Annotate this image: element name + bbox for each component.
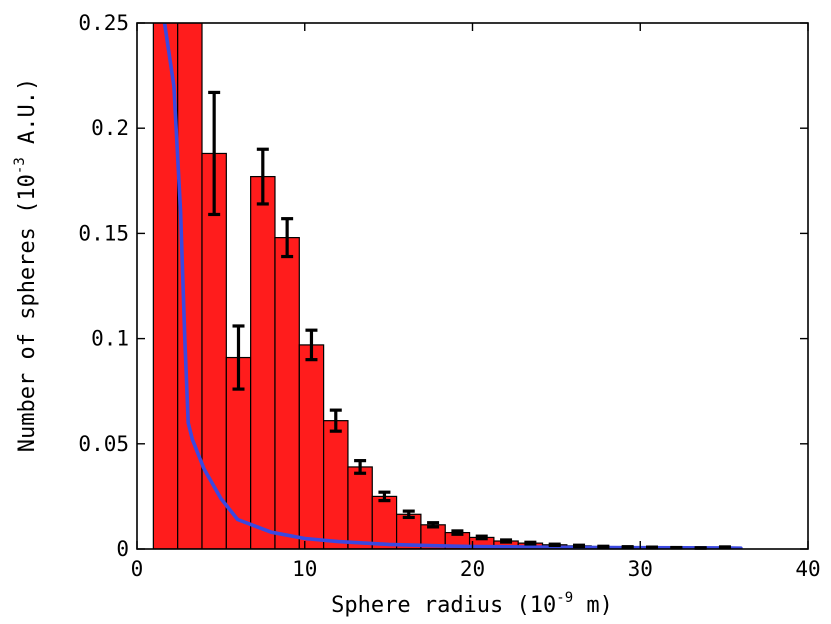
error-bar-12 xyxy=(427,521,440,529)
histogram-bar-7 xyxy=(298,344,325,549)
error-bar-24 xyxy=(718,545,731,550)
x-tick-label-0: 0 xyxy=(131,557,144,581)
error-bar-10 xyxy=(378,490,391,503)
x-tick-label-4: 40 xyxy=(795,557,820,581)
x-axis-label-main: Sphere radius (10 xyxy=(331,593,556,618)
error-bar-11 xyxy=(402,509,415,520)
error-bar-9 xyxy=(354,459,367,475)
y-tick-label-2: 0.1 xyxy=(91,327,129,351)
error-bar-4 xyxy=(232,324,245,391)
error-bar-6 xyxy=(281,217,294,259)
error-bars-group xyxy=(208,90,731,550)
y-axis-label-exponent: -3 xyxy=(12,157,28,174)
error-bar-8 xyxy=(329,408,342,433)
histogram-bar-8 xyxy=(323,420,349,549)
y-axis-label-tail: A.U.) xyxy=(15,78,40,157)
error-bar-14 xyxy=(475,534,488,541)
error-bar-13 xyxy=(451,529,464,536)
x-tick-label-1: 10 xyxy=(292,557,317,581)
ticks-group: 0 10 20 30 40 0 0.05 0.1 0.15 0.2 0.25 xyxy=(78,11,820,581)
y-tick-label-4: 0.2 xyxy=(91,116,129,140)
histogram-bar-5 xyxy=(250,175,276,549)
x-axis-label-tail: m) xyxy=(573,593,613,618)
error-bar-16 xyxy=(524,540,537,546)
x-axis-label: Sphere radius (10-9 m) xyxy=(331,590,613,618)
y-axis-label: Number of spheres (10-3 A.U.) xyxy=(12,78,40,453)
x-tick-label-2: 20 xyxy=(460,557,485,581)
y-tick-label-3: 0.15 xyxy=(78,221,129,245)
histogram-bar-6 xyxy=(274,237,300,549)
x-axis-label-exponent: -9 xyxy=(556,590,573,606)
y-axis-label-main: Number of spheres (10 xyxy=(15,174,40,452)
histogram-bar-10 xyxy=(371,495,398,549)
error-bar-7 xyxy=(305,328,318,362)
y-tick-label-0: 0 xyxy=(116,537,129,561)
curve-group xyxy=(162,23,743,549)
y-tick-label-1: 0.05 xyxy=(78,432,129,456)
error-bar-3 xyxy=(208,90,221,217)
x-tick-label-3: 30 xyxy=(628,557,653,581)
error-bar-21 xyxy=(645,545,658,550)
error-bar-20 xyxy=(621,545,634,550)
error-bar-17 xyxy=(548,542,561,548)
fit-curve xyxy=(162,23,743,549)
histogram-bar-2 xyxy=(177,23,203,549)
error-bar-19 xyxy=(597,544,610,549)
error-bar-18 xyxy=(573,543,586,549)
error-bar-5 xyxy=(256,147,269,206)
histogram-bar-9 xyxy=(347,466,373,549)
error-bar-15 xyxy=(500,538,513,544)
y-tick-label-5: 0.25 xyxy=(78,11,129,35)
